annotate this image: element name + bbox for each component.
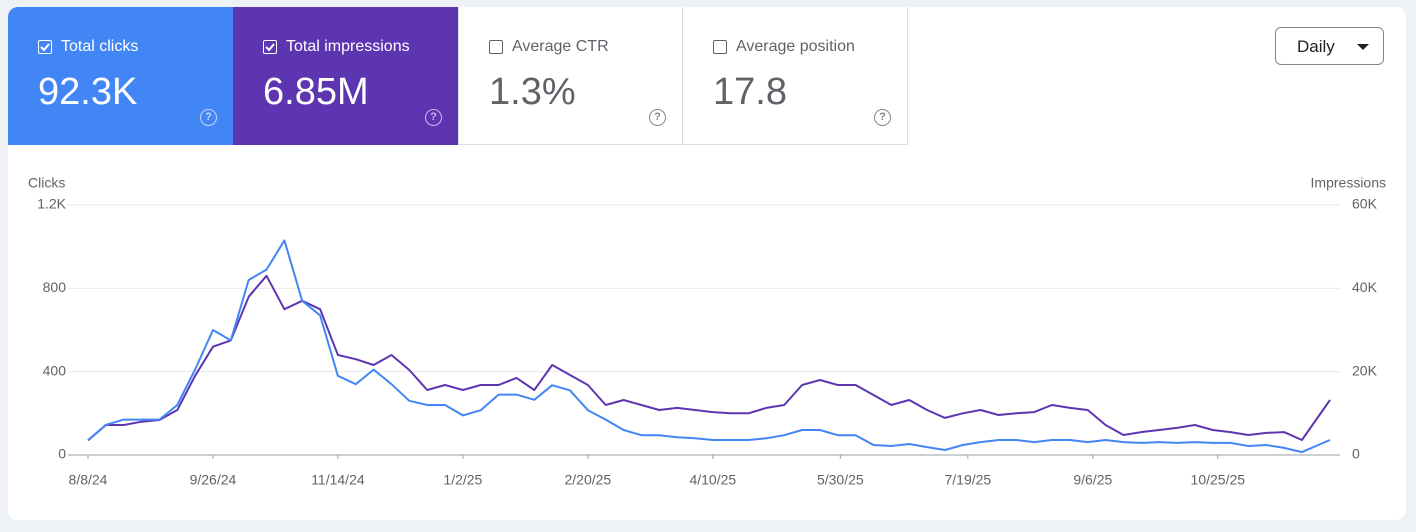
metric-label: Average position — [736, 38, 855, 55]
metric-value: 6.85M — [263, 71, 369, 113]
metric-label: Total clicks — [61, 38, 139, 55]
performance-panel: Total clicks 92.3K ? Total impressions 6… — [8, 7, 1406, 520]
x-tick-label: 4/10/25 — [689, 472, 736, 488]
checkbox[interactable] — [489, 40, 503, 54]
metric-value: 92.3K — [38, 71, 138, 113]
checkbox[interactable] — [263, 40, 277, 54]
y2-tick-label: 0 — [1352, 446, 1360, 462]
y-tick-label: 0 — [58, 446, 66, 462]
help-icon[interactable]: ? — [200, 109, 217, 126]
y2-tick-label: 40K — [1352, 279, 1378, 295]
granularity-dropdown[interactable]: Daily — [1275, 27, 1384, 65]
metric-card[interactable]: Total clicks 92.3K ? — [8, 7, 233, 145]
metric-value: 1.3% — [489, 71, 576, 113]
help-icon[interactable]: ? — [425, 109, 442, 126]
metric-label: Average CTR — [512, 38, 609, 55]
y-tick-label: 1.2K — [37, 196, 66, 212]
series-line — [87, 239, 1331, 454]
x-tick-label: 8/8/24 — [69, 472, 108, 488]
metric-card[interactable]: Average CTR 1.3% ? — [458, 7, 683, 145]
y-axis-title: Clicks — [28, 175, 65, 191]
x-tick-label: 11/14/24 — [311, 472, 365, 488]
help-icon[interactable]: ? — [649, 109, 666, 126]
help-icon[interactable]: ? — [874, 109, 891, 126]
checkbox[interactable] — [38, 40, 52, 54]
y2-axis-title: Impressions — [1311, 175, 1386, 191]
x-tick-label: 1/2/25 — [443, 472, 482, 488]
metric-label: Total impressions — [286, 38, 410, 55]
y-tick-label: 800 — [43, 279, 67, 295]
dropdown-arrow — [1357, 44, 1369, 50]
y-tick-label: 400 — [43, 362, 67, 378]
y2-tick-label: 20K — [1352, 362, 1378, 378]
x-tick-label: 9/6/25 — [1073, 472, 1112, 488]
y2-tick-label: 60K — [1352, 196, 1378, 212]
metric-card[interactable]: Average position 17.8 ? — [683, 7, 908, 145]
series-line — [87, 274, 1331, 442]
metric-value: 17.8 — [713, 71, 787, 113]
metric-card[interactable]: Total impressions 6.85M ? — [233, 7, 458, 145]
x-tick-label: 2/20/25 — [565, 472, 612, 488]
dropdown-label: Daily — [1297, 37, 1335, 56]
checkbox[interactable] — [713, 40, 727, 54]
x-tick-label: 5/30/25 — [817, 472, 864, 488]
x-tick-label: 7/19/25 — [944, 472, 991, 488]
x-tick-label: 9/26/24 — [190, 472, 237, 488]
x-tick-label: 10/25/25 — [1191, 472, 1246, 488]
